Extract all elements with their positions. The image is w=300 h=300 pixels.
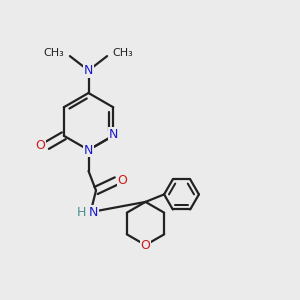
Text: N: N bbox=[89, 206, 98, 219]
Text: N: N bbox=[84, 64, 93, 77]
Text: N: N bbox=[109, 128, 118, 141]
Text: CH₃: CH₃ bbox=[112, 47, 133, 58]
Text: O: O bbox=[35, 139, 45, 152]
Text: H: H bbox=[76, 206, 86, 219]
Text: O: O bbox=[118, 174, 127, 188]
Text: N: N bbox=[84, 143, 93, 157]
Text: O: O bbox=[141, 238, 150, 252]
Text: CH₃: CH₃ bbox=[44, 47, 64, 58]
